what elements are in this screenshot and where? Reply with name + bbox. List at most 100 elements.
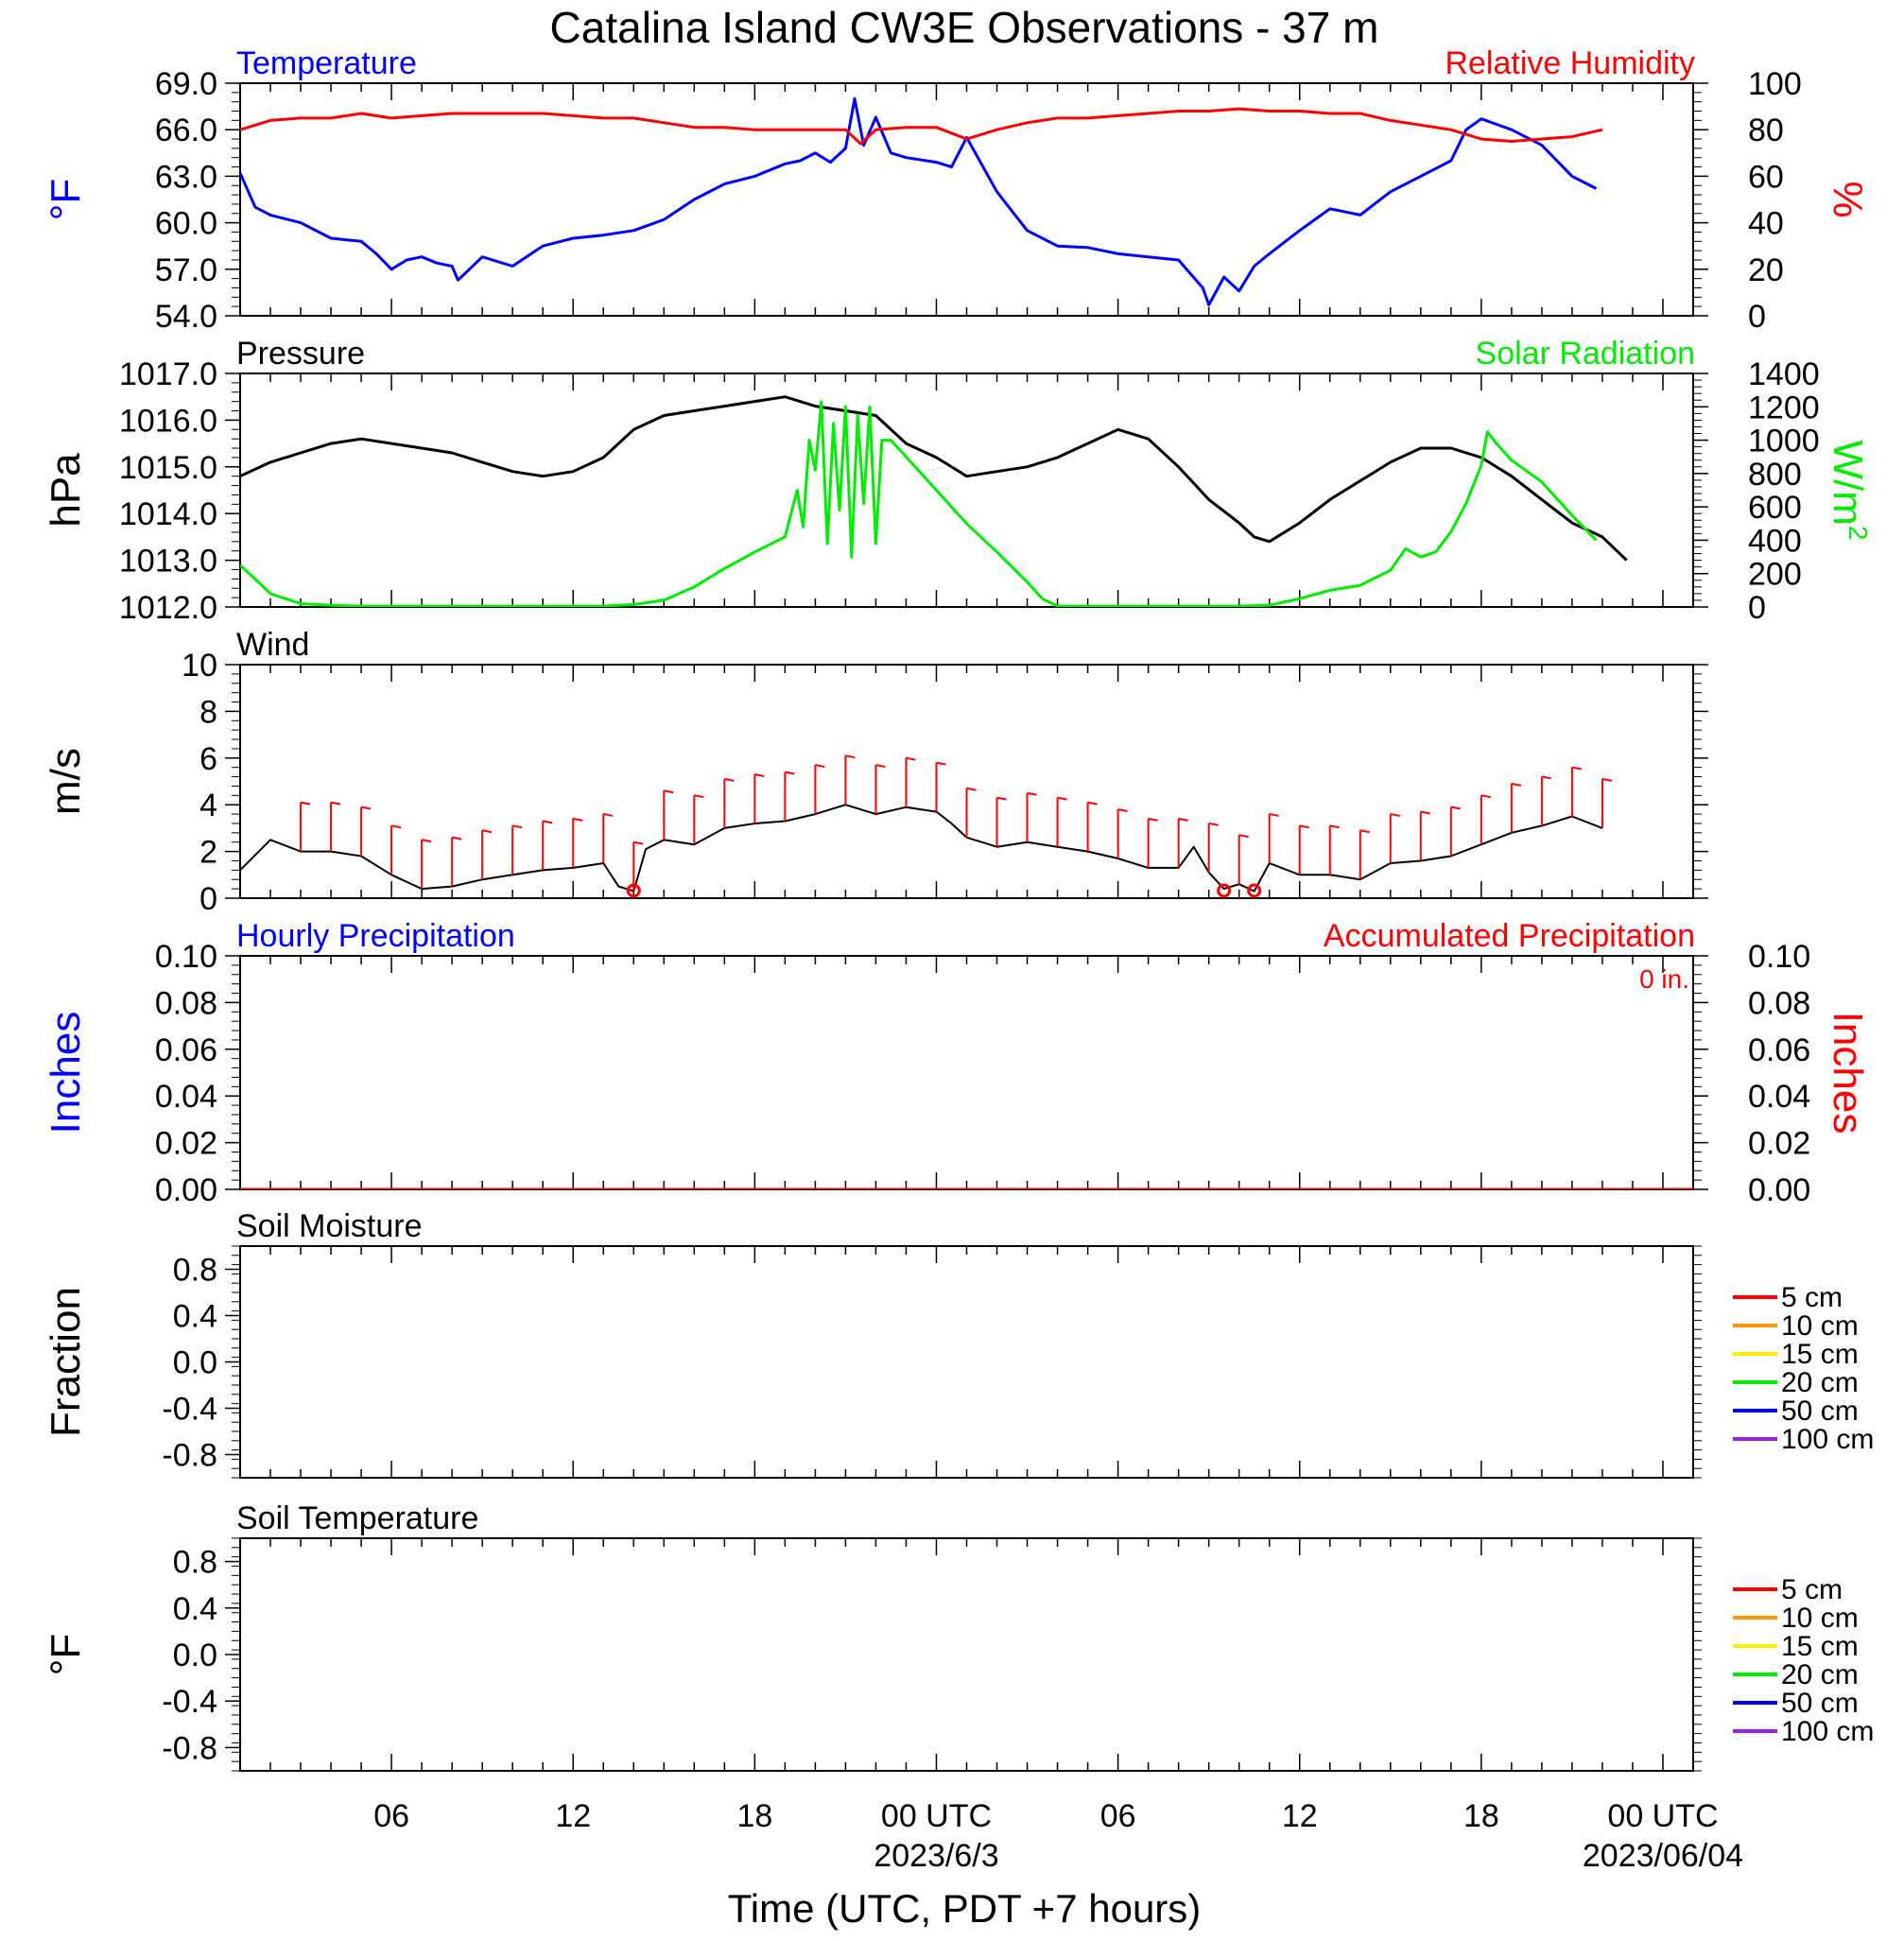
- panel-right-title: Accumulated Precipitation: [1324, 918, 1695, 954]
- wind-barb-flag: [300, 801, 311, 806]
- chart-title: Catalina Island CW3E Observations - 37 m: [550, 3, 1379, 52]
- y-right-tick-label: 1000: [1748, 424, 1820, 459]
- wind-barb-flag: [543, 820, 553, 824]
- wind-barb-flag: [1148, 817, 1158, 822]
- wind-barb-flag: [1269, 812, 1279, 817]
- x-tick-label: 12: [1282, 1798, 1318, 1834]
- wind-barb-flag: [1027, 791, 1037, 796]
- y-right-tick-label: 0.06: [1748, 1032, 1810, 1068]
- panel-right-title: Solar Radiation: [1476, 336, 1695, 372]
- x-tick-label: 18: [736, 1798, 772, 1834]
- y-right-tick-label: 0.02: [1748, 1126, 1810, 1162]
- series-line-solar-radiation: [240, 400, 1598, 607]
- y-left-tick-label: 6: [199, 741, 217, 777]
- wind-barb-flag: [1178, 817, 1188, 822]
- wind-barb-flag: [1420, 810, 1431, 815]
- y-left-tick-label: 1017.0: [119, 356, 217, 392]
- panel-frame: [239, 373, 1694, 608]
- wind-barb-flag: [694, 794, 704, 799]
- wind-barb-flag: [1541, 775, 1552, 780]
- x-axis-title: Time (UTC, PDT +7 hours): [728, 1886, 1202, 1931]
- panel-frame: [239, 1537, 1694, 1772]
- y-left-tick-label: 1013.0: [119, 544, 217, 580]
- y-left-title: °F: [43, 1634, 89, 1675]
- y-right-title: W/m2: [1825, 441, 1873, 541]
- x-date-label: 2023/6/3: [874, 1838, 998, 1874]
- series-line-pressure: [240, 395, 1628, 562]
- y-left-tick-label: -0.4: [162, 1392, 217, 1428]
- wind-barb-flag: [1238, 834, 1249, 839]
- y-left-tick-label: 0.04: [155, 1079, 217, 1115]
- panel-left-title: Temperature: [236, 45, 417, 81]
- y-left-tick-label: 0.00: [155, 1172, 217, 1208]
- wind-barb-flag: [1057, 796, 1067, 801]
- y-right-tick-label: 0.00: [1748, 1172, 1810, 1208]
- legend-label: 100 cm: [1781, 1716, 1874, 1747]
- x-tick-label: 12: [555, 1798, 591, 1834]
- y-left-tick-label: 0.8: [173, 1545, 217, 1581]
- panels: 54.057.060.063.066.069.0020406080100Temp…: [43, 45, 1874, 1772]
- wind-barb-flag: [1299, 824, 1309, 829]
- x-tick-label: 00 UTC: [1607, 1798, 1718, 1834]
- calm-wind-marker: [626, 883, 641, 898]
- y-right-tick-label: 0: [1748, 590, 1766, 626]
- x-date-label: 2023/06/04: [1583, 1838, 1743, 1874]
- wind-barb-flag: [906, 756, 916, 761]
- y-left-tick-label: 0.8: [173, 1253, 217, 1289]
- y-right-tick-label: 60: [1748, 159, 1784, 195]
- panel-right-note: 0 in.: [1639, 964, 1689, 994]
- wind-barb-flag: [1450, 806, 1462, 810]
- wind-barb-flag: [1571, 766, 1583, 771]
- wind-barb-flag: [996, 796, 1007, 801]
- y-left-tick-label: 1014.0: [119, 496, 217, 532]
- x-tick-label: 18: [1463, 1798, 1499, 1834]
- legend-label: 50 cm: [1781, 1395, 1859, 1427]
- y-left-tick-label: -0.8: [162, 1730, 217, 1766]
- panel-frame: [239, 1245, 1694, 1479]
- wind-barb-flag: [1329, 824, 1340, 829]
- wind-barb-flag: [573, 817, 583, 822]
- y-right-title-superscript: 2: [1843, 526, 1873, 541]
- y-left-tick-label: 66.0: [155, 113, 217, 148]
- legend-label: 100 cm: [1781, 1424, 1874, 1455]
- panel-frame: [239, 955, 1694, 1190]
- y-left-title: m/s: [43, 748, 89, 815]
- wind-barb-flag: [481, 829, 493, 834]
- wind-barb-flag: [936, 761, 946, 766]
- y-left-tick-label: 0.4: [173, 1299, 217, 1335]
- wind-barb-flag: [724, 777, 735, 782]
- y-right-tick-label: 0.08: [1748, 985, 1810, 1021]
- panel-temp_rh: 54.0 57.0 60.0 63.0 66.0 69.0 0 20 40 60 80 100 Temp…: [43, 45, 1871, 335]
- y-left-tick-label: -0.4: [162, 1684, 217, 1720]
- y-right-title: Inches: [1825, 1012, 1871, 1135]
- y-left-tick-label: 0.0: [173, 1345, 217, 1381]
- x-tick-label: 06: [373, 1798, 409, 1834]
- y-left-tick-label: 1012.0: [119, 590, 217, 626]
- panel-left-title: Pressure: [236, 336, 365, 372]
- panel-precip: 0.00 0.02 0.04 0.06 0.08 0.10 0.00 0.02 0.04 0.06…: [43, 918, 1871, 1208]
- y-right-tick-label: 40: [1748, 206, 1784, 242]
- wind-barb-flag: [1480, 794, 1492, 799]
- panel-left-title: Soil Moisture: [236, 1208, 423, 1244]
- y-right-tick-label: 600: [1748, 490, 1802, 526]
- wind-barb-flag: [1390, 812, 1400, 817]
- y-left-tick-label: 60.0: [155, 206, 217, 242]
- x-axis-labels: 06 12 18 00 UTC 06 12 18 00 UTC 2023/6/3 2023/06/…: [373, 1798, 1743, 1874]
- legend-label: 10 cm: [1781, 1603, 1859, 1634]
- y-right-title: %: [1825, 181, 1871, 217]
- y-left-tick-label: 2: [199, 835, 217, 871]
- panel-left-title: Soil Temperature: [236, 1500, 478, 1536]
- y-left-tick-label: 8: [199, 694, 217, 730]
- y-left-tick-label: 4: [199, 788, 217, 823]
- y-left-tick-label: 0.02: [155, 1126, 217, 1162]
- panel-left-title: Wind: [236, 627, 309, 663]
- wind-barb-flag: [360, 806, 372, 810]
- wind-barb-flag: [845, 754, 856, 759]
- wind-barb-flag: [390, 824, 402, 829]
- y-left-tick-label: 69.0: [155, 66, 217, 102]
- legend-label: 5 cm: [1781, 1282, 1843, 1313]
- y-right-tick-label: 20: [1748, 252, 1784, 288]
- wind-barb-flag: [785, 771, 795, 775]
- wind-barb-flag: [754, 772, 765, 777]
- wind-barb-flag: [511, 824, 523, 829]
